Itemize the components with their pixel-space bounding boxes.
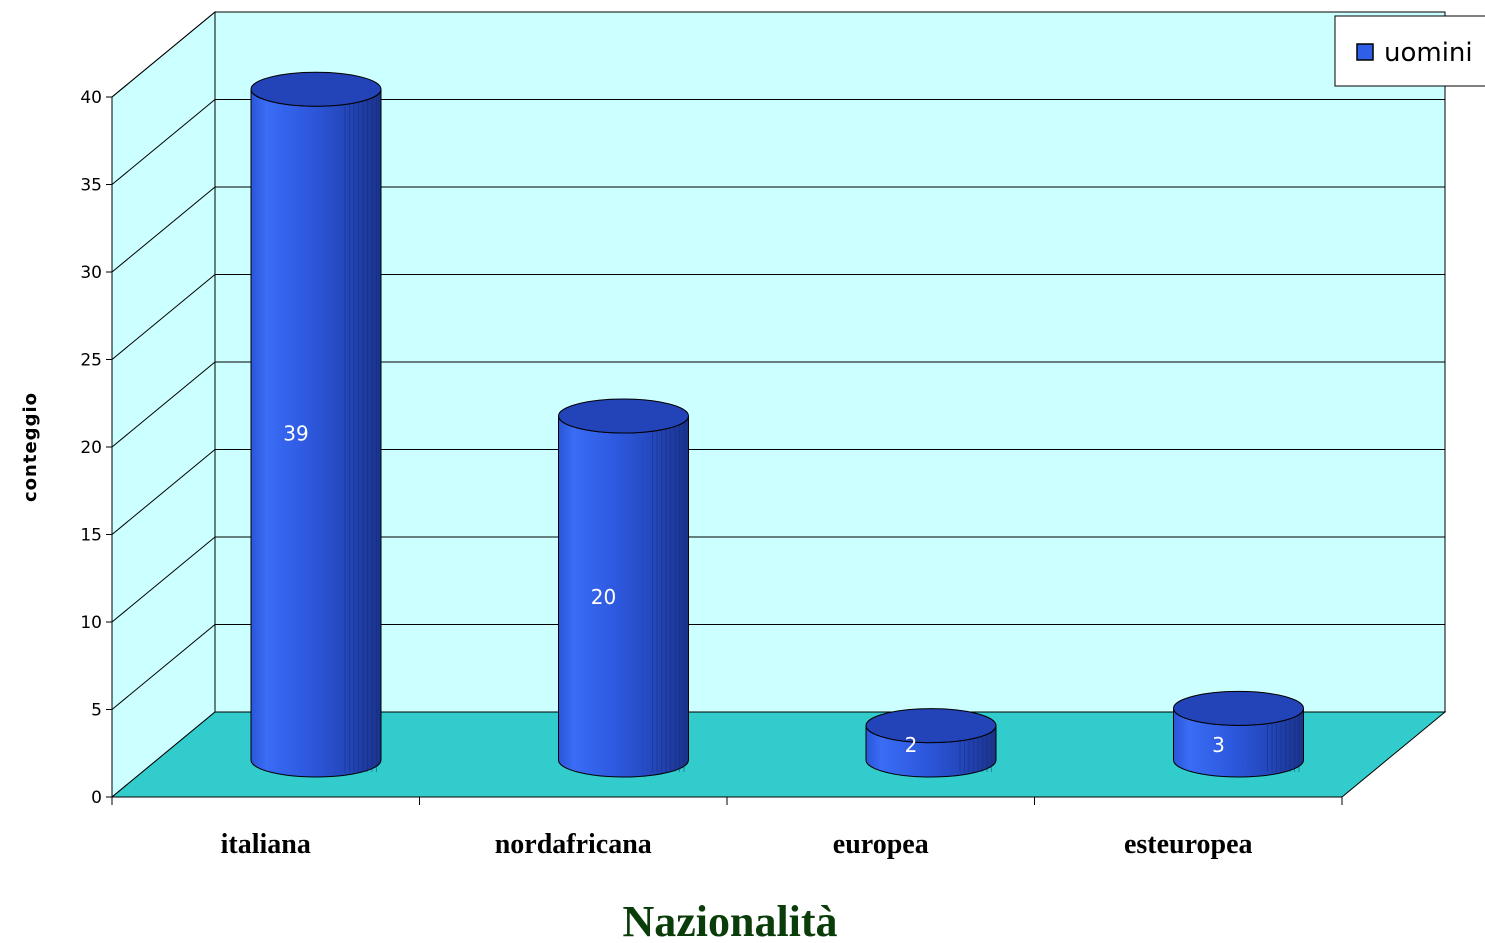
y-axis-title: conteggio <box>20 392 41 502</box>
y-axis: 0 5 10 15 20 25 30 35 40 <box>80 88 113 808</box>
y-tick-label: 5 <box>91 701 102 721</box>
bar-body <box>250 89 382 778</box>
bar-top <box>558 398 689 434</box>
data-label: 39 <box>283 422 308 446</box>
bar <box>558 398 689 778</box>
y-tick-label: 25 <box>80 351 102 371</box>
gridlines <box>111 11 1445 710</box>
bar <box>1173 690 1304 778</box>
gridline-diagonal <box>111 449 216 535</box>
gridline-diagonal <box>111 361 216 448</box>
gridline-diagonal <box>111 99 216 185</box>
y-tick-label: 35 <box>80 176 102 196</box>
legend: uomini <box>1334 15 1485 87</box>
x-axis-title: Nazionalità <box>622 897 837 943</box>
bar-top <box>250 71 382 107</box>
gridline-diagonal <box>111 274 216 360</box>
data-labels: 39 20 2 3 <box>283 422 1225 757</box>
gridline-diagonal <box>111 624 216 710</box>
gridline-diagonal <box>111 186 216 273</box>
y-tick-label: 40 <box>80 88 102 108</box>
gridline-diagonal <box>111 536 216 623</box>
legend-swatch <box>1356 43 1374 61</box>
x-axis: italiana nordafricana europea esteuropea <box>111 796 1343 860</box>
bar-top <box>865 708 997 744</box>
x-tick-label: italiana <box>221 829 311 860</box>
y-tick-label: 10 <box>80 613 102 633</box>
data-label: 3 <box>1212 733 1225 757</box>
gridline-diagonal <box>111 11 216 98</box>
bar-body <box>558 415 689 778</box>
x-tick-label: esteuropea <box>1124 829 1253 860</box>
bar <box>250 71 382 778</box>
y-tick-label: 0 <box>91 788 102 808</box>
y-tick-label: 20 <box>80 438 102 458</box>
x-tick-label: europea <box>833 829 929 860</box>
y-tick-label: 15 <box>80 526 102 546</box>
bar-top <box>1173 690 1304 726</box>
data-label: 2 <box>905 733 918 757</box>
y-tick-label: 30 <box>80 263 102 283</box>
bar <box>865 708 997 778</box>
x-tick-label: nordafricana <box>495 829 652 860</box>
data-label: 20 <box>591 585 616 609</box>
legend-label: uomini <box>1384 38 1473 68</box>
bars <box>250 71 1304 778</box>
